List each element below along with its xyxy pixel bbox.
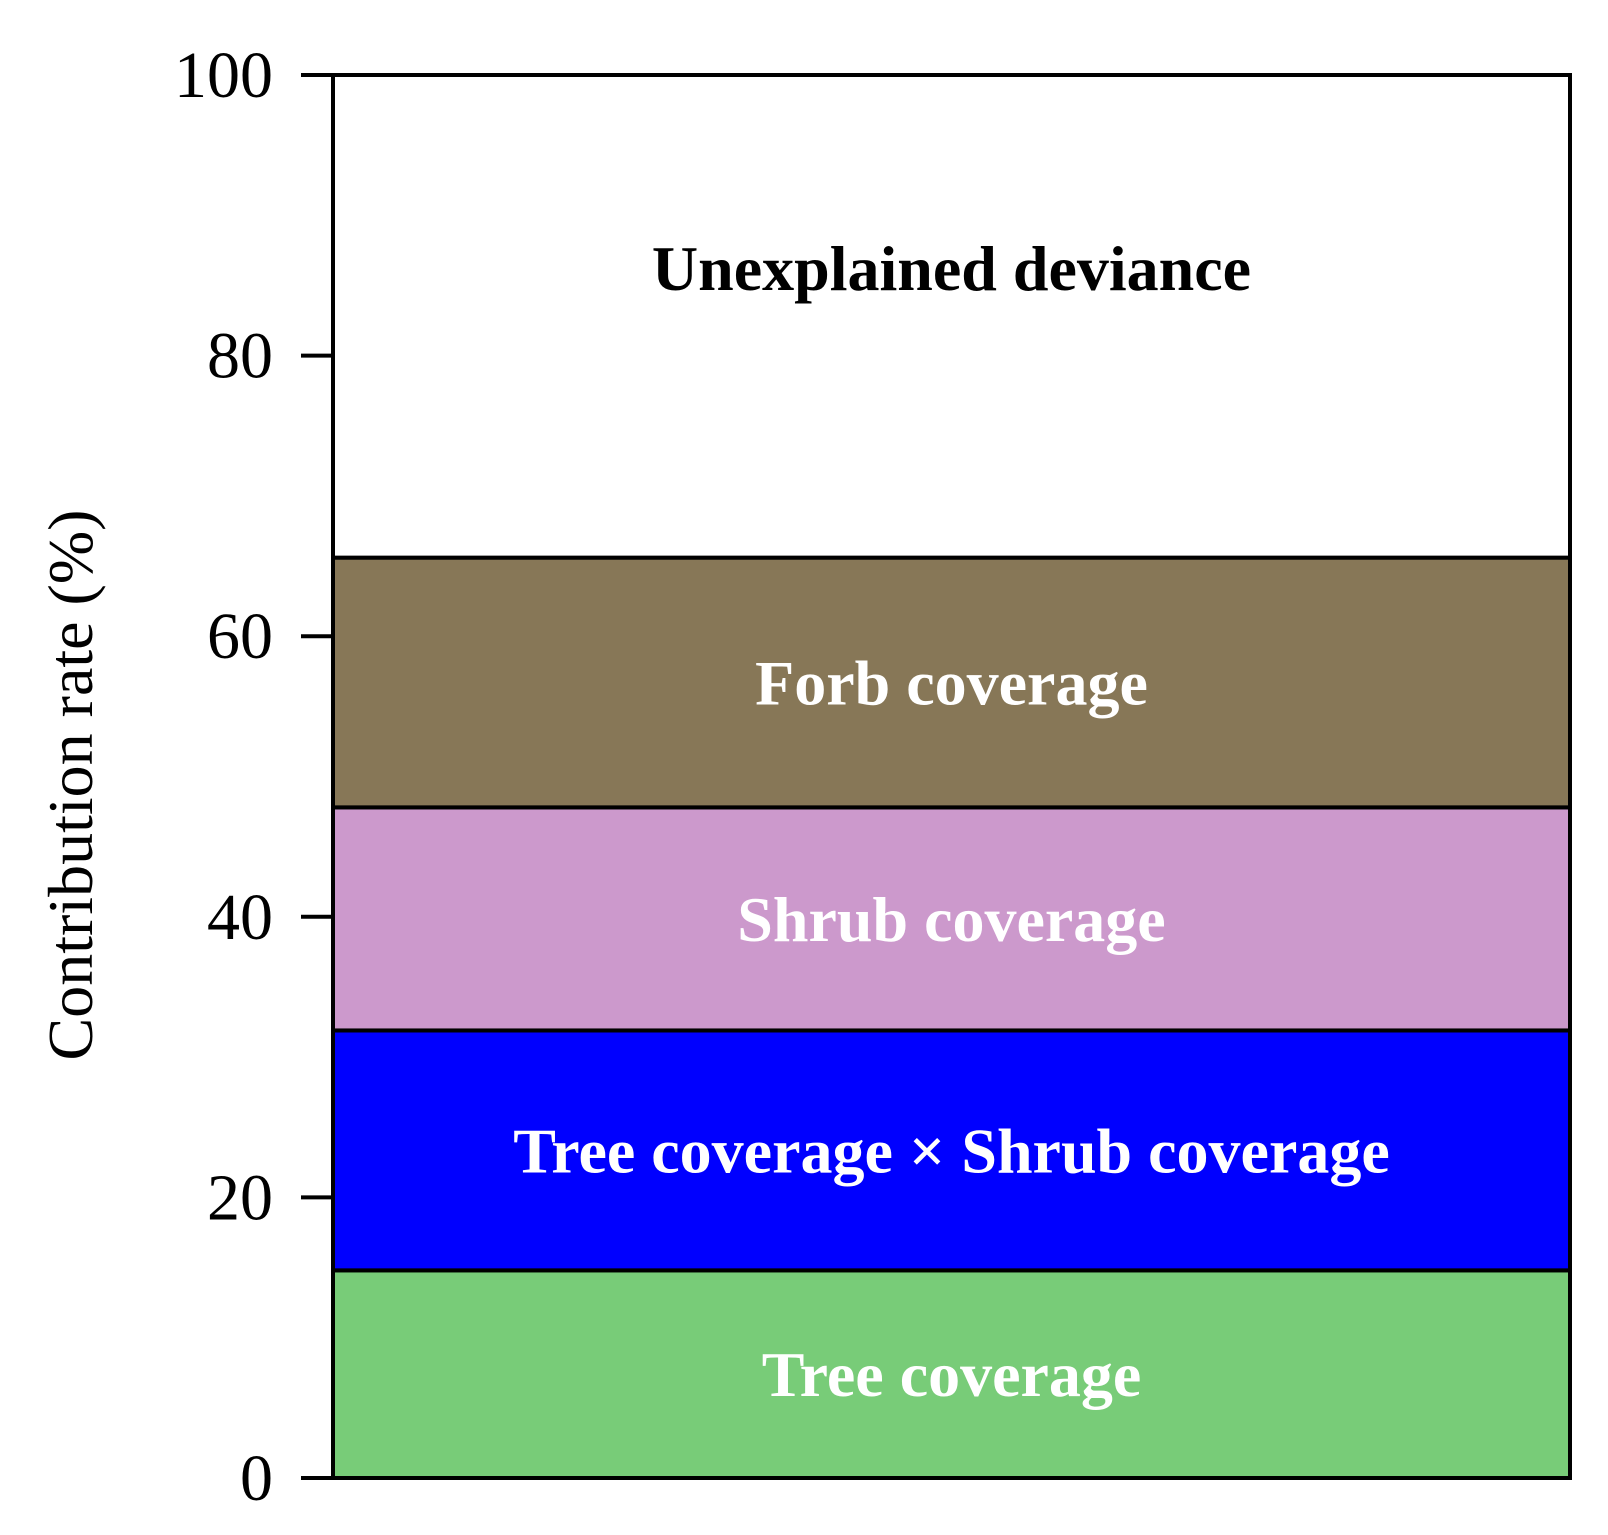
bar-segment <box>331 555 1572 810</box>
bar-segment <box>331 73 1572 560</box>
y-axis-ticks: 0 20 40 60 80 100 <box>174 39 333 1515</box>
y-tick-label: 80 <box>207 320 273 393</box>
bar-segment-label: Shrub coverage <box>737 884 1165 955</box>
y-axis-title: Contribution rate (%) <box>35 510 106 1061</box>
bar-segment <box>331 1028 1572 1273</box>
y-tick-label: 60 <box>207 600 273 673</box>
bar-segment-label: Tree coverage × Shrub coverage <box>513 1115 1390 1186</box>
bar-segment-label: Forb coverage <box>755 647 1148 718</box>
bar-segment <box>331 1268 1572 1480</box>
bar-segment-label: Unexplained deviance <box>652 233 1251 304</box>
y-tick-label: 40 <box>207 881 273 954</box>
y-tick-label: 20 <box>207 1161 273 1234</box>
y-tick-label: 0 <box>240 1442 273 1515</box>
y-tick-label: 100 <box>174 39 273 112</box>
bar-segment-label: Tree coverage <box>762 1339 1142 1410</box>
bar-segments: Tree coverage Tree coverage × Shrub cover… <box>331 73 1572 1480</box>
